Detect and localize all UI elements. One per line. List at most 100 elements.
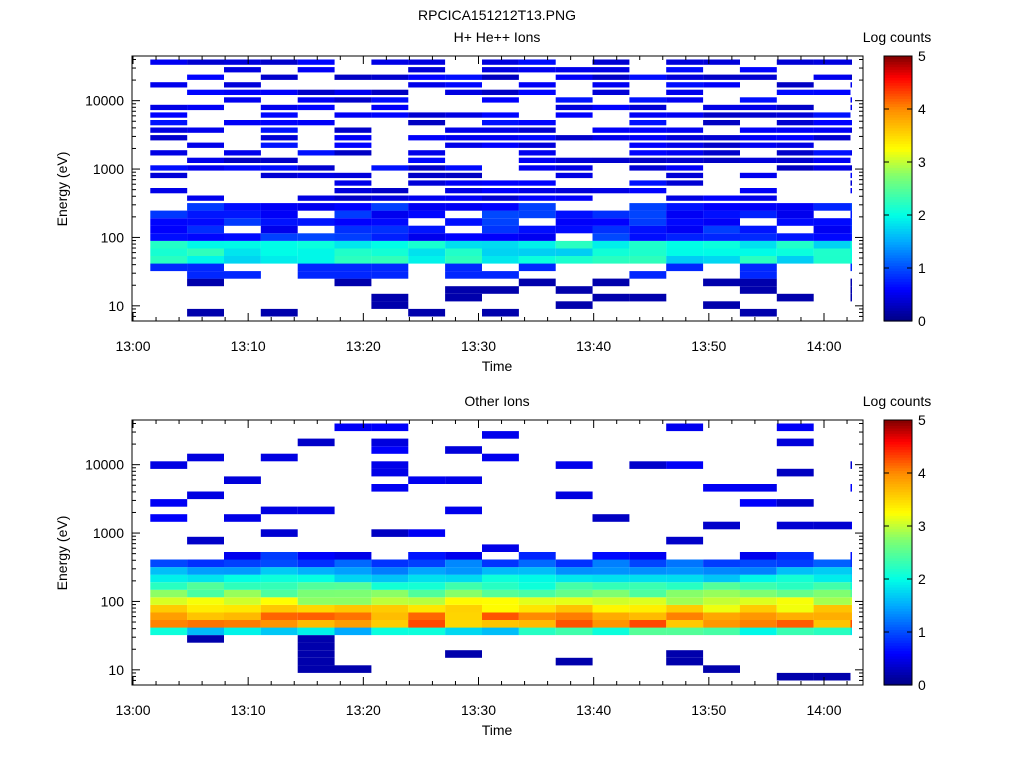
spectrogram-cell: [666, 627, 704, 636]
spectrogram-cell: [371, 438, 409, 447]
spectrogram-cell: [629, 597, 667, 605]
spectrogram-cell: [334, 627, 372, 636]
spectrogram-cell: [371, 271, 409, 279]
spectrogram-cell: [371, 188, 409, 194]
spectrogram-cell: [666, 150, 704, 156]
spectrogram-cell: [776, 89, 814, 95]
spectrogram-cell: [371, 97, 409, 103]
spectrogram-cell: [739, 278, 777, 287]
spectrogram-cell: [187, 263, 224, 272]
colorbar-segment: [884, 658, 912, 662]
spectrogram-cell: [260, 552, 298, 560]
x-tick-label: 13:50: [691, 702, 726, 718]
spectrogram-cell: [776, 248, 814, 256]
spectrogram-cell: [776, 256, 814, 264]
spectrogram-cell: [629, 97, 667, 103]
spectrogram-cell: [371, 582, 409, 590]
spectrogram-cell: [629, 461, 667, 469]
y-axis-label: Energy (eV): [54, 152, 70, 227]
y-tick-label: 10: [108, 298, 124, 314]
spectrogram-cell: [334, 256, 372, 264]
spectrogram-cell: [371, 301, 409, 309]
colorbar-segment: [884, 679, 912, 683]
colorbar-segment: [884, 222, 912, 227]
spectrogram-cell: [297, 650, 335, 658]
colorbar-segment: [884, 494, 912, 498]
colorbar-segment: [884, 650, 912, 654]
spectrogram-cell: [629, 218, 667, 226]
spectrogram-cell: [408, 574, 446, 583]
spectrogram-cell: [555, 582, 593, 590]
colorbar-segment: [884, 315, 912, 319]
spectrogram-cell: [260, 89, 298, 95]
colorbar-segment: [884, 93, 912, 97]
spectrogram-cell: [518, 203, 556, 211]
spectrogram-cell: [776, 120, 814, 126]
spectrogram-cell: [629, 150, 667, 156]
spectrogram-cell: [518, 256, 556, 264]
spectrogram-cell: [408, 157, 446, 163]
colorbar-segment: [884, 491, 912, 495]
spectrogram-cell: [666, 203, 704, 211]
colorbar-segment: [884, 454, 912, 458]
spectrogram-cell: [666, 461, 704, 469]
spectrogram-cell: [445, 180, 482, 186]
colorbar-label: Log counts: [863, 393, 932, 409]
spectrogram-cell: [518, 210, 556, 219]
spectrogram-cell: [150, 112, 188, 118]
spectrogram-cell: [850, 104, 852, 111]
colorbar-segment: [884, 520, 912, 524]
spectrogram-cell: [555, 612, 593, 620]
colorbar-segment: [884, 430, 912, 434]
spectrogram-cell: [187, 635, 224, 643]
spectrogram-cell: [297, 150, 335, 156]
colorbar-segment: [884, 449, 912, 453]
spectrogram-cell: [408, 172, 446, 179]
spectrogram-cell: [629, 210, 667, 219]
spectrogram-cell: [445, 135, 482, 141]
spectrogram-cell: [482, 453, 519, 462]
colorbar-segment: [884, 671, 912, 675]
spectrogram-cell: [445, 650, 482, 658]
colorbar-segment: [884, 246, 912, 251]
spectrogram-cell: [445, 476, 482, 484]
spectrogram-cell: [482, 218, 519, 226]
x-tick-label: 13:50: [691, 338, 726, 354]
spectrogram-cell: [408, 582, 446, 590]
x-axis: 13:00 13:10 13:20 13:30 13:40 13:50 14:00: [115, 420, 848, 718]
spectrogram-cell: [297, 233, 335, 241]
spectrogram-cell: [703, 301, 740, 309]
colorbar-segment: [884, 427, 912, 432]
spectrogram-cell: [445, 172, 482, 179]
spectrogram-cell: [482, 142, 519, 148]
spectrogram-cell: [445, 112, 482, 118]
spectrogram-cell: [592, 293, 630, 302]
y-tick-label: 10: [108, 662, 124, 678]
x-tick-label: 13:10: [231, 338, 266, 354]
spectrogram-cell: [629, 74, 667, 80]
spectrogram-cell: [224, 150, 261, 156]
spectrogram-cell: [371, 89, 409, 95]
spectrogram-cell: [518, 263, 556, 272]
spectrogram-cell: [850, 120, 852, 126]
spectrogram-cell: [776, 559, 814, 568]
colorbar-segment: [884, 140, 912, 145]
spectrogram-cell: [850, 589, 852, 598]
spectrogram-cell: [482, 582, 519, 590]
spectrogram-cell: [260, 453, 298, 462]
spectrogram-cell: [813, 157, 851, 163]
spectrogram-cell: [776, 552, 814, 560]
spectrogram-cell: [371, 597, 409, 605]
spectrogram-cell: [850, 127, 852, 133]
spectrogram-cell: [187, 157, 224, 163]
spectrogram-cell: [260, 112, 298, 118]
spectrogram-cell: [371, 423, 409, 432]
spectrogram-cell: [813, 74, 851, 80]
spectrogram-cell: [408, 476, 446, 484]
spectrogram-cell: [260, 203, 298, 211]
spectrogram-cell: [813, 218, 851, 226]
spectrogram-cell: [739, 142, 777, 148]
spectrogram-cell: [408, 195, 446, 201]
colorbar-segment: [884, 552, 912, 556]
spectrogram-cell: [629, 104, 667, 111]
